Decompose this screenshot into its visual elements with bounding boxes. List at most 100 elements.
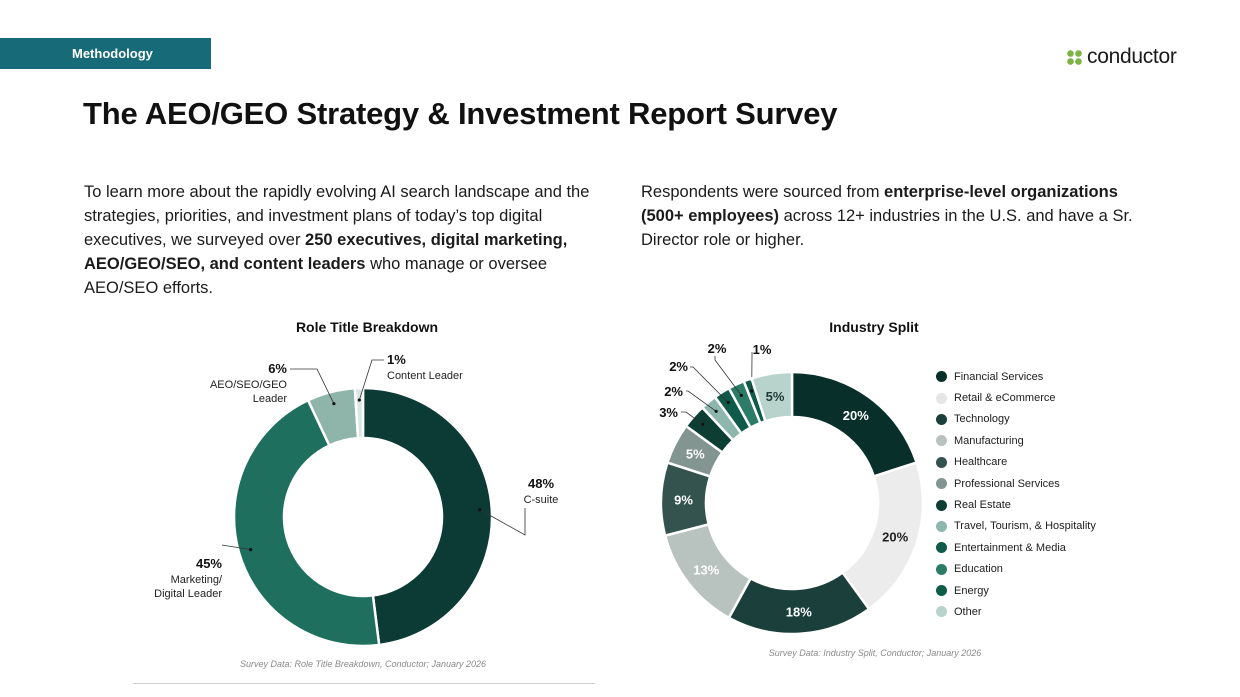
slice-value-label: 2% bbox=[708, 341, 727, 356]
leader-line bbox=[290, 368, 335, 404]
clover-icon bbox=[1067, 49, 1082, 65]
bottom-divider bbox=[133, 683, 595, 684]
legend-item: Other bbox=[936, 601, 1096, 622]
legend-swatch bbox=[936, 542, 947, 554]
intro-paragraph-left: To learn more about the rapidly evolving… bbox=[84, 180, 599, 300]
intro-text-run: across 12+ industries in the U.S. and ha… bbox=[641, 207, 1133, 249]
leader-dot bbox=[249, 548, 253, 552]
slice-value-label: 3% bbox=[659, 405, 678, 420]
legend-swatch bbox=[936, 371, 947, 383]
slice-name-label: C-suite bbox=[524, 494, 559, 506]
legend-item: Travel, Tourism, & Hospitality bbox=[936, 516, 1096, 537]
intro-text-run: Respondents were sourced from bbox=[641, 183, 885, 201]
slice-value-label: 9% bbox=[674, 493, 693, 508]
legend-item: Manufacturing bbox=[936, 430, 1096, 451]
slice-value-label: 2% bbox=[664, 384, 683, 399]
legend-swatch bbox=[936, 413, 947, 425]
slice-value-label: 1% bbox=[753, 342, 772, 357]
conductor-logo: conductor bbox=[1066, 45, 1177, 69]
legend-swatch bbox=[936, 392, 947, 404]
legend-label: Professional Services bbox=[954, 477, 1060, 490]
leader-line bbox=[686, 390, 717, 412]
legend-label: Energy bbox=[954, 584, 989, 597]
slice-content-leader bbox=[353, 386, 365, 440]
legend-swatch bbox=[936, 563, 947, 575]
intro-text-run: 250 executives, digital marketing, AEO/G… bbox=[84, 231, 568, 273]
legend-swatch bbox=[936, 435, 947, 447]
legend-label: Travel, Tourism, & Hospitality bbox=[954, 520, 1096, 533]
leader-line bbox=[479, 508, 526, 536]
slice-value-label: 2% bbox=[669, 359, 688, 374]
legend-label: Financial Services bbox=[954, 370, 1044, 383]
slice-value-label: 45% bbox=[196, 556, 222, 571]
slice-marketing-digital-leader bbox=[232, 398, 381, 648]
slice-value-label: 48% bbox=[528, 476, 554, 491]
legend-label: Other bbox=[954, 605, 982, 618]
section-tag: Methodology bbox=[0, 38, 211, 69]
leader-line bbox=[714, 356, 742, 396]
slice-value-label: 1% bbox=[387, 352, 406, 367]
legend-item: Technology bbox=[936, 409, 1096, 430]
slice-other bbox=[749, 370, 794, 423]
legend-label: Healthcare bbox=[954, 456, 1008, 469]
page-title: The AEO/GEO Strategy & Investment Report… bbox=[83, 96, 838, 131]
legend-swatch bbox=[936, 585, 947, 597]
slice-value-label: 6% bbox=[268, 361, 287, 376]
leader-line bbox=[221, 544, 251, 551]
legend-label: Retail & eCommerce bbox=[954, 392, 1056, 405]
slice-c-suite bbox=[361, 386, 494, 647]
intro-text-run: To learn more about the rapidly evolving… bbox=[84, 183, 590, 249]
legend-item: Entertainment & Media bbox=[936, 537, 1096, 558]
leader-dot bbox=[726, 400, 730, 405]
legend-item: Professional Services bbox=[936, 473, 1096, 494]
leader-dot bbox=[478, 508, 482, 512]
leader-line bbox=[690, 366, 729, 403]
legend-item: Real Estate bbox=[936, 494, 1096, 515]
slice-name-label: Content Leader bbox=[387, 370, 463, 382]
legend-item: Education bbox=[936, 559, 1096, 580]
intro-paragraph-right: Respondents were sourced from enterprise… bbox=[641, 180, 1161, 252]
slice-name-label: AEO/SEO/GEO bbox=[210, 379, 287, 391]
slice-value-label: 5% bbox=[686, 447, 705, 462]
legend-swatch bbox=[936, 478, 947, 490]
legend-swatch bbox=[936, 520, 947, 532]
leader-dot bbox=[357, 398, 361, 402]
intro-text-run: enterprise-level organizations (500+ emp… bbox=[641, 183, 1118, 225]
legend-item: Financial Services bbox=[936, 366, 1096, 387]
legend-label: Education bbox=[954, 563, 1003, 576]
slice-value-label: 13% bbox=[693, 563, 719, 578]
industry-chart-source: Survey Data: Industry Split, Conductor; … bbox=[768, 648, 982, 658]
legend-label: Technology bbox=[954, 413, 1010, 426]
logo-text: conductor bbox=[1087, 45, 1177, 68]
slice-value-label: 20% bbox=[882, 530, 908, 545]
leader-dot bbox=[332, 402, 336, 406]
slice-value-label: 20% bbox=[843, 408, 869, 423]
leader-dot bbox=[750, 389, 754, 393]
slice-value-label: 5% bbox=[766, 389, 785, 404]
leader-line bbox=[681, 411, 703, 425]
legend-swatch bbox=[936, 499, 947, 511]
legend-label: Real Estate bbox=[954, 499, 1011, 512]
intro-text-run: who manage or oversee AEO/SEO efforts. bbox=[84, 255, 548, 297]
leader-dot bbox=[739, 393, 743, 397]
legend-item: Energy bbox=[936, 580, 1096, 601]
legend-item: Retail & eCommerce bbox=[936, 387, 1096, 408]
leader-line bbox=[358, 359, 384, 401]
legend-label: Entertainment & Media bbox=[954, 541, 1066, 554]
legend-swatch bbox=[936, 606, 947, 618]
slice-name-label: Marketing/ bbox=[171, 574, 223, 586]
leader-dot bbox=[701, 422, 705, 426]
role-chart-title: Role Title Breakdown bbox=[295, 319, 439, 335]
role-chart-source: Survey Data: Role Title Breakdown, Condu… bbox=[239, 659, 487, 669]
slice-financial-services bbox=[790, 370, 919, 478]
slice-name-label: Digital Leader bbox=[154, 588, 222, 600]
legend-label: Manufacturing bbox=[954, 434, 1024, 447]
slice-value-label: 18% bbox=[786, 604, 812, 619]
legend-item: Healthcare bbox=[936, 452, 1096, 473]
industry-legend: Financial Services Retail & eCommerce Tech… bbox=[936, 366, 1096, 623]
leader-dot bbox=[714, 409, 718, 413]
slice-name-label: Leader bbox=[253, 393, 288, 405]
legend-swatch bbox=[936, 456, 947, 468]
